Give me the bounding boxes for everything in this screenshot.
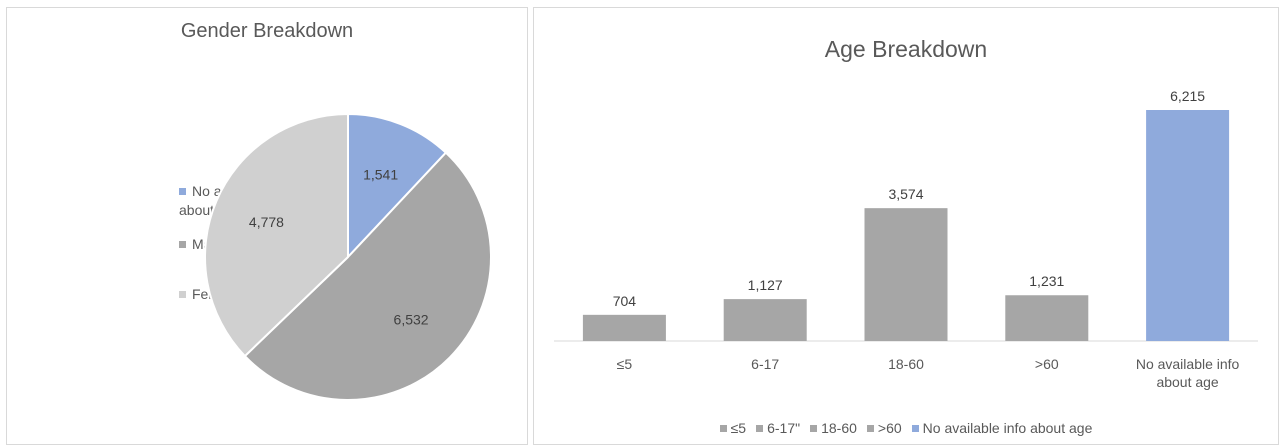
gender-pie-chart: 1,541 6,532 4,778 — [204, 112, 492, 401]
age-chart-legend: ≤5 6-17" 18-60 >60 No available info about a… — [534, 420, 1278, 436]
legend-swatch — [719, 424, 727, 432]
bar-2 — [864, 208, 948, 341]
pie-data-label: 1,541 — [363, 167, 398, 183]
pie-slice-0 — [347, 112, 448, 260]
age-chart-panel: Age Breakdown 704 ≤5 1,127 6-17 3,574 18-60 1,… — [533, 7, 1279, 445]
legend-swatch — [756, 424, 764, 432]
x-tick-label: 18-60 — [888, 356, 924, 372]
legend-label: 18-60 — [821, 420, 857, 436]
age-bar-chart: 704 ≤5 1,127 6-17 3,574 18-60 1,231 >60 6,215 No … — [554, 88, 1258, 390]
legend-label: 6-17" — [767, 420, 801, 436]
legend-swatch — [179, 290, 186, 298]
pie-slice-1 — [243, 151, 492, 401]
legend-swatch — [810, 424, 818, 432]
x-tick-label: about age — [1156, 374, 1218, 390]
bar-4 — [1146, 110, 1230, 341]
legend-swatch — [866, 424, 874, 432]
bar-0 — [582, 314, 666, 341]
gender-chart-panel: Gender Breakdown No available info about… — [6, 7, 528, 445]
x-tick-label: 6-17 — [751, 356, 779, 372]
age-chart-title: Age Breakdown — [824, 36, 988, 62]
legend-label: ≤5 — [730, 420, 747, 436]
x-tick-label: No available info — [1136, 356, 1240, 372]
x-tick-label: >60 — [1035, 356, 1059, 372]
bar-data-label: 1,231 — [1029, 273, 1064, 289]
bar-data-label: 704 — [613, 293, 637, 309]
legend-item: 6-17" — [756, 420, 800, 436]
legend-swatch — [179, 240, 186, 248]
x-tick-label: ≤5 — [617, 356, 633, 372]
legend-item: No available info about age — [911, 420, 1093, 436]
legend-label: >60 — [877, 420, 902, 436]
legend-swatch — [911, 424, 919, 432]
legend-item: ≤5 — [719, 420, 747, 436]
bar-data-label: 1,127 — [748, 277, 783, 293]
legend-swatch — [179, 187, 186, 195]
bar-data-label: 6,215 — [1170, 88, 1205, 104]
gender-chart-title: Gender Breakdown — [180, 20, 354, 42]
pie-slice-2 — [204, 112, 349, 358]
bar-data-label: 3,574 — [888, 186, 923, 202]
bar-1 — [723, 299, 807, 341]
legend-label: No available info about age — [922, 420, 1093, 436]
legend-item: 18-60 — [810, 420, 857, 436]
pie-data-label: 4,778 — [249, 214, 284, 230]
bar-3 — [1005, 295, 1089, 341]
pie-data-label: 6,532 — [394, 311, 429, 327]
legend-item: >60 — [866, 420, 902, 436]
